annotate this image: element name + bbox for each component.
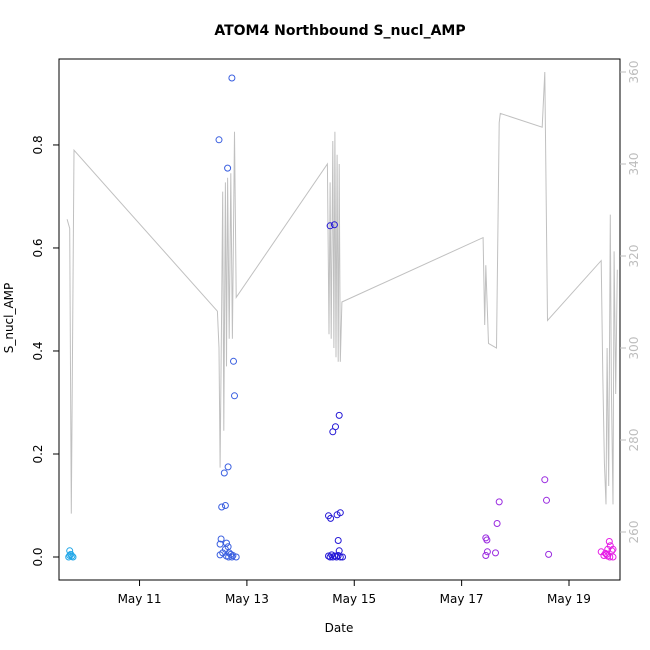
plot-area [58,58,621,581]
y2-tick-label: 260 [627,521,641,544]
points-group [65,74,617,561]
line-series-group [66,71,618,514]
data-point [609,553,617,561]
data-point [543,496,550,504]
data-point [228,553,236,561]
data-point [336,509,344,517]
data-point [334,537,342,544]
data-point [224,164,232,172]
y2-axis: 260 280 300 320 340 360 [620,61,641,544]
data-point [329,428,337,436]
x-tick-label: May 17 [440,592,484,606]
data-point [605,538,613,545]
chart-title: ATOM4 Northbound S_nucl_AMP [214,23,465,39]
data-point [231,392,238,400]
y-tick-label: 0.2 [31,444,45,463]
data-point [545,550,553,558]
data-point [216,540,224,548]
x-tick-label: May 15 [332,592,376,606]
y2-tick-label: 360 [627,61,641,84]
data-point [603,550,611,558]
data-point [483,548,491,556]
data-point [223,539,230,547]
data-point [482,552,490,559]
data-point [335,411,343,419]
data-point [232,553,240,561]
x-tick-label: May 19 [547,592,591,606]
x-tick-label: May 11 [118,592,162,606]
data-point [220,469,228,477]
data-point [221,502,229,509]
data-point [215,136,223,144]
data-point [336,553,344,561]
data-point [218,503,226,511]
data-point [609,545,617,553]
data-point [330,221,338,229]
y-axis: 0.0 0.2 0.4 0.6 0.8 [31,135,59,567]
y-axis-label: S_nucl_AMP [2,283,16,354]
x-axis-label: Date [325,621,354,635]
x-axis: May 11 May 13 May 15 May 17 May 19 [118,580,591,606]
y2-tick-label: 320 [627,245,641,268]
data-point [495,498,503,506]
data-point [334,552,342,559]
data-point [225,553,233,561]
data-point [228,74,236,82]
y2-tick-label: 280 [627,429,641,452]
data-point [339,553,346,561]
data-point [65,553,73,561]
data-point [328,551,336,559]
data-point [230,357,237,365]
x-tick-label: May 13 [225,592,269,606]
data-point [541,476,549,484]
data-point [492,549,499,557]
y-tick-label: 0.8 [31,135,45,154]
data-point [217,535,225,543]
data-point [327,514,335,522]
data-point [216,551,224,559]
data-point [493,520,501,527]
data-point [224,463,232,471]
data-point [69,553,77,561]
y2-tick-label: 340 [627,153,641,176]
data-point [66,552,74,559]
y2-tick-label: 300 [627,337,641,360]
data-point [483,536,491,544]
y-tick-label: 0.0 [31,547,45,566]
y-tick-label: 0.4 [31,341,45,360]
data-point [326,222,334,230]
y-tick-label: 0.6 [31,238,45,257]
secondary-line [66,71,618,514]
